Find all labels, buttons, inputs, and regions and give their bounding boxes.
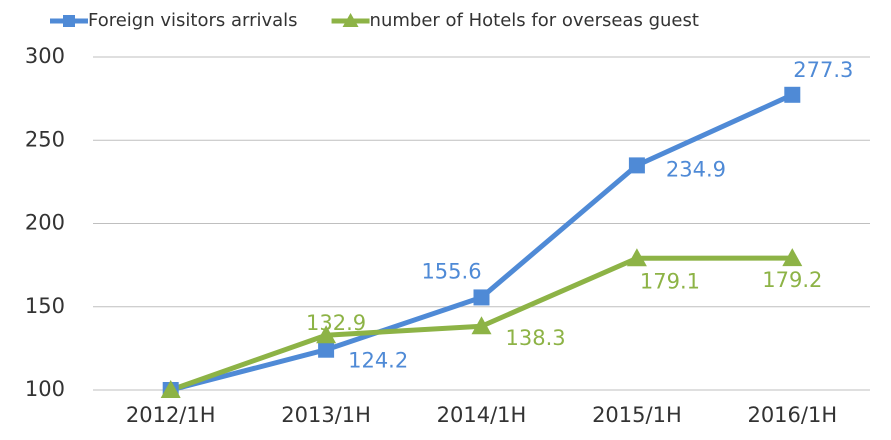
- marker: [316, 325, 337, 344]
- legend-marker: [63, 15, 75, 27]
- data-label: 179.2: [762, 268, 822, 292]
- series-line: [170, 92, 794, 393]
- legend-marker: [342, 13, 359, 27]
- x-tick-label: 2015/1H: [592, 403, 682, 427]
- y-tick-label: 100: [25, 377, 65, 401]
- data-label: 155.6: [421, 259, 481, 283]
- marker: [626, 248, 647, 267]
- x-tick-label: 2012/1H: [126, 403, 216, 427]
- legend-label: number of Hotels for overseas guest: [370, 10, 699, 31]
- data-label: 132.9: [306, 311, 366, 335]
- marker: [318, 341, 335, 358]
- marker: [784, 86, 801, 103]
- x-tick-label: 2013/1H: [281, 403, 371, 427]
- data-label: 138.3: [506, 326, 566, 350]
- legend-entry: number of Hotels for overseas guest: [331, 10, 699, 31]
- legend-entry: Foreign visitors arrivals: [50, 10, 298, 31]
- y-tick-label: 150: [25, 294, 65, 318]
- marker: [471, 316, 492, 335]
- legend-label: Foreign visitors arrivals: [88, 10, 298, 31]
- y-tick-label: 200: [25, 211, 65, 235]
- data-label: 179.1: [640, 269, 700, 293]
- data-label: 234.9: [666, 157, 726, 181]
- data-label: 124.2: [348, 349, 408, 373]
- marker: [628, 157, 645, 174]
- y-tick-label: 250: [25, 127, 65, 151]
- marker: [782, 248, 803, 267]
- data-label: 277.3: [793, 58, 853, 82]
- x-tick-label: 2014/1H: [437, 403, 527, 427]
- marker: [473, 289, 490, 306]
- marker: [160, 380, 181, 398]
- y-tick-label: 300: [25, 44, 65, 68]
- x-tick-label: 2016/1H: [747, 403, 837, 427]
